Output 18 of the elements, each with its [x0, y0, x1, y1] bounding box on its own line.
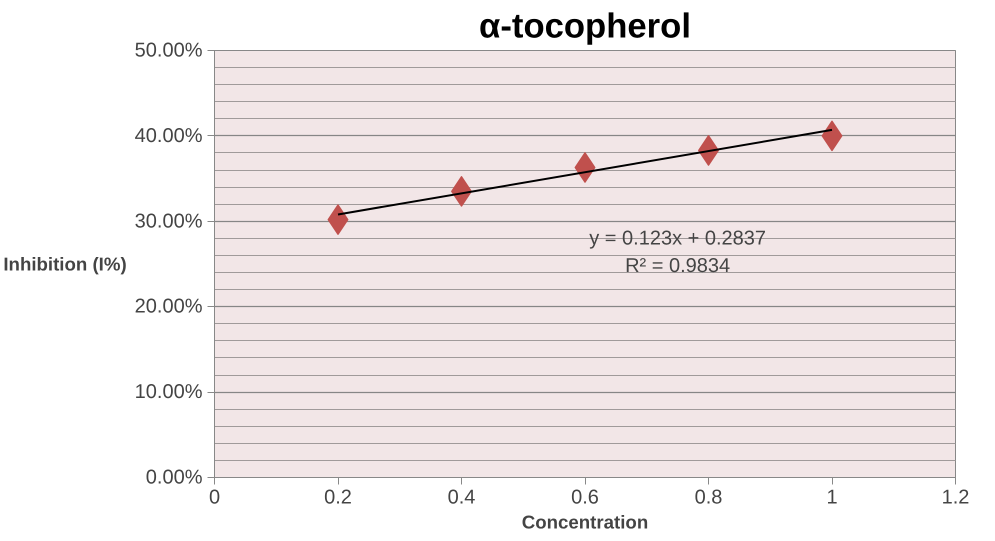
y-tick-label: 20.00% [134, 296, 203, 318]
annotation: R² = 0.9834 [625, 255, 730, 278]
x-axis-title: Concentration [522, 512, 648, 532]
y-tick-label: 40.00% [134, 124, 203, 147]
chart-title: α-tocopherol [479, 8, 691, 46]
x-tick-label: 0 [208, 486, 220, 508]
x-tick-label: 0.2 [324, 486, 352, 508]
y-axis-title: Inhibition (I%) [3, 254, 127, 274]
x-tick-label: 1.2 [942, 486, 970, 508]
y-tick-label: 30.00% [134, 210, 203, 232]
x-tick-label: 0.6 [571, 486, 599, 508]
x-tick-label: 1 [826, 486, 838, 508]
x-tick-label: 0.4 [448, 486, 476, 508]
y-tick-label: 0.00% [146, 466, 203, 488]
annotation: y = 0.123x + 0.2837 [589, 227, 766, 250]
x-tick-label: 0.8 [694, 486, 722, 508]
y-tick-label: 10.00% [134, 381, 203, 404]
y-tick-label: 50.00% [134, 40, 203, 62]
